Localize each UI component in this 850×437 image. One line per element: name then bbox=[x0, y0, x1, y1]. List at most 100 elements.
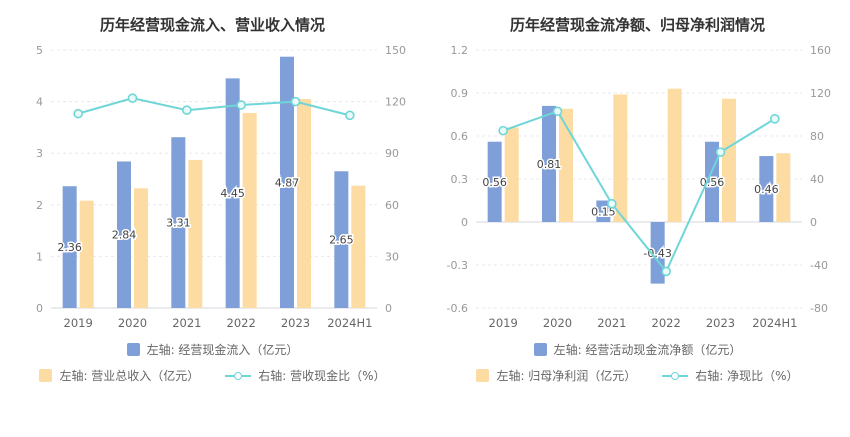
secondary-bar bbox=[559, 108, 573, 222]
legend-item-net-profit[interactable]: 左轴: 归母净利润（亿元） bbox=[476, 367, 636, 384]
legend-item-cash-inflow[interactable]: 左轴: 经营现金流入（亿元） bbox=[126, 341, 299, 358]
legend-row: 左轴: 经营现金流入（亿元） bbox=[126, 341, 299, 358]
right-axis-tick-label: 40 bbox=[810, 173, 824, 186]
bar-value-label: 0.81 bbox=[537, 158, 562, 171]
right-axis-tick-label: -80 bbox=[810, 302, 828, 315]
trend-point bbox=[607, 198, 617, 209]
legend-label: 右轴: 净现比（%） bbox=[695, 369, 799, 383]
right-axis-tick-label: -40 bbox=[810, 259, 828, 272]
primary-bar bbox=[171, 137, 186, 308]
legend-label: 左轴: 经营现金流入（亿元） bbox=[146, 343, 299, 357]
primary-bar bbox=[334, 171, 349, 308]
x-axis-category-label: 2022 bbox=[652, 316, 681, 330]
x-axis-category-label: 2021 bbox=[597, 316, 626, 330]
left-axis-tick-label: 0.3 bbox=[451, 173, 469, 186]
left-axis-tick-label: 4 bbox=[36, 96, 43, 109]
secondary-bar bbox=[776, 153, 791, 222]
secondary-bar bbox=[242, 112, 257, 309]
legend-row: 左轴: 经营活动现金流净额（亿元） bbox=[533, 341, 742, 358]
trend-line bbox=[502, 110, 776, 273]
primary-bar bbox=[280, 56, 294, 308]
secondary-bar bbox=[79, 200, 94, 308]
left-axis-tick-label: 2 bbox=[36, 199, 43, 212]
bar-value-label: 0.46 bbox=[754, 183, 779, 196]
left-chart-card: 历年经营现金流入、营业收入情况 0 1 2 3 4 5 0 30 60 90 120 150 2019 2… bbox=[5, 16, 420, 384]
right-chart-canvas: -0.6 -0.3 0 0.3 0.6 0.9 1.2 -80 -40 0 40 80 120 160 20… bbox=[447, 44, 831, 330]
x-axis-category-label: 2021 bbox=[172, 316, 201, 330]
primary-bar bbox=[650, 222, 665, 284]
x-axis-category-label: 2020 bbox=[118, 316, 147, 330]
bar-value-label: 2.84 bbox=[112, 229, 137, 242]
right-chart-title: 历年经营现金流净额、归母净利润情况 bbox=[509, 16, 765, 34]
left-axis-tick-label: 0 bbox=[461, 216, 468, 229]
right-axis-tick-label: 120 bbox=[385, 96, 406, 109]
trend-point bbox=[715, 147, 726, 157]
x-axis-category-label: 2024H1 bbox=[327, 316, 372, 330]
legend-label: 左轴: 归母净利润（亿元） bbox=[496, 369, 637, 383]
x-axis-category-label: 2023 bbox=[706, 316, 735, 330]
teal-line-swatch-icon bbox=[662, 371, 689, 380]
bar-value-label: 2.65 bbox=[329, 234, 354, 247]
legend-label: 左轴: 经营活动现金流净额（亿元） bbox=[553, 343, 742, 357]
trend-point bbox=[73, 108, 83, 119]
right-axis-tick-label: 80 bbox=[810, 130, 824, 143]
x-axis-category-label: 2019 bbox=[64, 316, 93, 330]
primary-bar bbox=[487, 141, 502, 222]
trend-point bbox=[127, 93, 138, 103]
yellow-bar-swatch-icon bbox=[476, 369, 490, 382]
right-axis-tick-label: 160 bbox=[810, 44, 831, 57]
trend-point bbox=[770, 114, 780, 124]
left-axis-tick-label: -0.3 bbox=[447, 259, 468, 272]
legend-item-revenue-cash-ratio[interactable]: 右轴: 营收现金比（%） bbox=[225, 367, 386, 384]
blue-bar-swatch-icon bbox=[533, 343, 547, 356]
trend-point bbox=[498, 125, 508, 136]
blue-bar-swatch-icon bbox=[126, 343, 140, 356]
legend-row: 左轴: 归母净利润（亿元） 右轴: 净现比（%） bbox=[476, 367, 799, 384]
secondary-bar bbox=[351, 185, 366, 308]
left-axis-tick-label: 0.6 bbox=[451, 130, 469, 143]
bar-value-label: 4.87 bbox=[275, 176, 300, 189]
x-axis-category-label: 2024H1 bbox=[752, 316, 797, 330]
trend-point bbox=[290, 96, 301, 107]
right-chart-legend: 左轴: 经营活动现金流净额（亿元） 左轴: 归母净利润（亿元） 右轴: 净现比（… bbox=[430, 341, 845, 384]
x-axis-category-label: 2022 bbox=[227, 316, 256, 330]
bar-value-label: 2.36 bbox=[57, 241, 82, 254]
legend-item-net-operating-cashflow[interactable]: 左轴: 经营活动现金流净额（亿元） bbox=[533, 341, 742, 358]
teal-dot-icon bbox=[234, 371, 243, 380]
primary-bar bbox=[542, 105, 556, 222]
trend-point bbox=[552, 106, 563, 117]
left-axis-tick-label: 5 bbox=[36, 44, 43, 57]
trend-line bbox=[77, 97, 351, 117]
bar-value-label: 4.45 bbox=[220, 187, 245, 200]
left-axis-tick-label: 1 bbox=[36, 250, 43, 263]
secondary-bar bbox=[188, 159, 203, 308]
primary-bar bbox=[117, 161, 131, 308]
trend-point bbox=[182, 105, 192, 115]
legend-label: 左轴: 营业总收入（亿元） bbox=[59, 369, 200, 383]
legend-row: 左轴: 营业总收入（亿元） 右轴: 营收现金比（%） bbox=[39, 367, 386, 384]
left-chart-title: 历年经营现金流入、营业收入情况 bbox=[99, 16, 325, 34]
x-axis-category-label: 2023 bbox=[281, 316, 310, 330]
primary-bar bbox=[759, 156, 774, 222]
left-chart-legend: 左轴: 经营现金流入（亿元） 左轴: 营业总收入（亿元） 右轴: 营收现金比（%… bbox=[5, 341, 420, 384]
left-axis-tick-label: 0 bbox=[36, 302, 43, 315]
legend-item-net-cash-ratio[interactable]: 右轴: 净现比（%） bbox=[662, 367, 799, 384]
right-axis-tick-label: 90 bbox=[385, 147, 399, 160]
primary-bar bbox=[62, 186, 77, 308]
teal-line-swatch-icon bbox=[225, 371, 252, 380]
right-axis-tick-label: 60 bbox=[385, 199, 399, 212]
legend-label: 右轴: 营收现金比（%） bbox=[258, 369, 386, 383]
secondary-bar bbox=[722, 98, 736, 222]
secondary-bar bbox=[667, 88, 682, 222]
bar-value-label: 0.56 bbox=[482, 176, 507, 189]
x-axis-category-label: 2020 bbox=[543, 316, 572, 330]
bar-value-label: 0.15 bbox=[591, 205, 616, 218]
right-chart-card: 历年经营现金流净额、归母净利润情况 -0.6 -0.3 0 0.3 0.6 0.9 1.2-… bbox=[425, 0, 850, 437]
right-axis-tick-label: 30 bbox=[385, 250, 399, 263]
legend-item-total-revenue[interactable]: 左轴: 营业总收入（亿元） bbox=[39, 367, 199, 384]
right-axis-tick-label: 120 bbox=[810, 87, 831, 100]
secondary-bar bbox=[297, 99, 311, 308]
trend-point bbox=[236, 100, 246, 110]
secondary-bar bbox=[504, 127, 519, 222]
